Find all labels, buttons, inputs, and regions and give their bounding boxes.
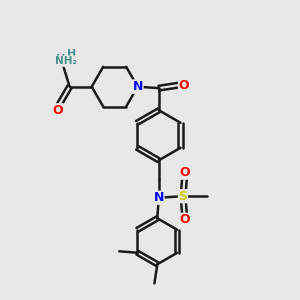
Text: N: N bbox=[132, 80, 143, 93]
Text: O: O bbox=[180, 166, 190, 179]
Text: N: N bbox=[132, 80, 143, 93]
Text: O: O bbox=[52, 104, 63, 117]
Text: O: O bbox=[178, 79, 189, 92]
Text: H: H bbox=[67, 49, 76, 59]
Text: H: H bbox=[56, 54, 65, 64]
Text: S: S bbox=[178, 190, 188, 203]
Text: N: N bbox=[154, 191, 164, 204]
Text: O: O bbox=[180, 213, 190, 226]
Text: NH₂: NH₂ bbox=[55, 56, 77, 66]
